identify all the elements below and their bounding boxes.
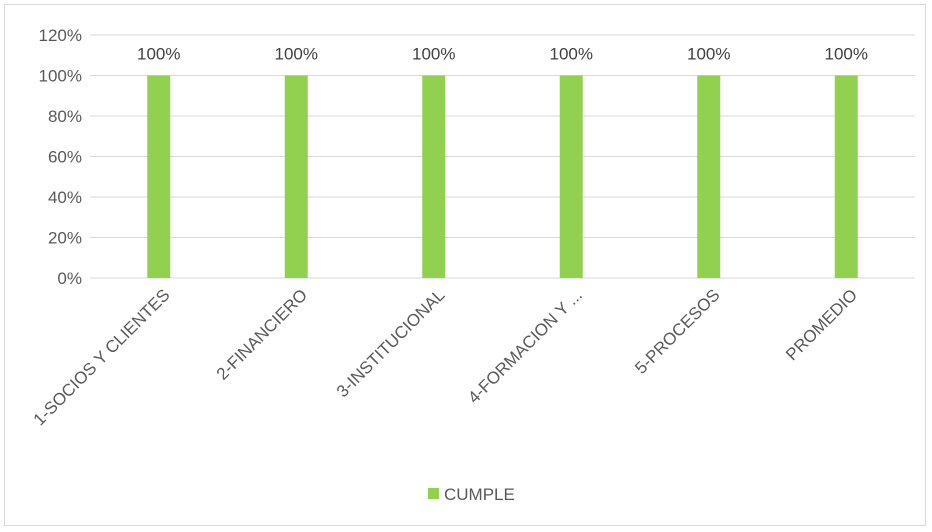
legend-swatch-cumple [428,488,439,499]
x-tick-label-6: PROMEDIO [782,285,861,364]
y-tick-label-100: 100% [39,67,82,86]
legend: CUMPLE [428,485,515,504]
y-tick-label-80: 80% [48,107,82,126]
x-tick-label-2: 2-FINANCIERO [213,285,311,383]
data-label-4: 100% [550,45,593,64]
y-tick-label-120: 120% [39,26,82,45]
y-tick-label-20: 20% [48,229,82,248]
y-tick-label-40: 40% [48,188,82,207]
y-tick-label-60: 60% [48,148,82,167]
gridlines [90,34,915,279]
x-tick-label-3: 3-INSTITUCIONAL [333,285,449,401]
data-label-3: 100% [412,45,455,64]
y-axis-tick-labels: 0% 20% 40% 60% 80% 100% 120% [39,26,82,288]
x-axis-tick-labels: 1-SOCIOS Y CLIENTES 2-FINANCIERO 3-INSTITU… [30,285,861,429]
bars [147,75,858,278]
y-tick-label-0: 0% [57,269,82,288]
data-label-1: 100% [137,45,180,64]
data-labels: 100% 100% 100% 100% 100% 100% [137,45,868,64]
bar-5 [697,75,721,278]
bar-4 [559,75,583,278]
bar-1 [147,75,171,278]
x-tick-label-5: 5-PROCESOS [631,285,723,377]
x-tick-label-1: 1-SOCIOS Y CLIENTES [30,285,174,429]
data-label-5: 100% [687,45,730,64]
legend-label-cumple: CUMPLE [444,485,515,504]
data-label-6: 100% [825,45,868,64]
bar-6 [834,75,858,278]
bar-2 [284,75,308,278]
bar-3 [422,75,446,278]
data-label-2: 100% [275,45,318,64]
x-tick-label-4: 4-FORMACION Y ... [464,285,586,407]
